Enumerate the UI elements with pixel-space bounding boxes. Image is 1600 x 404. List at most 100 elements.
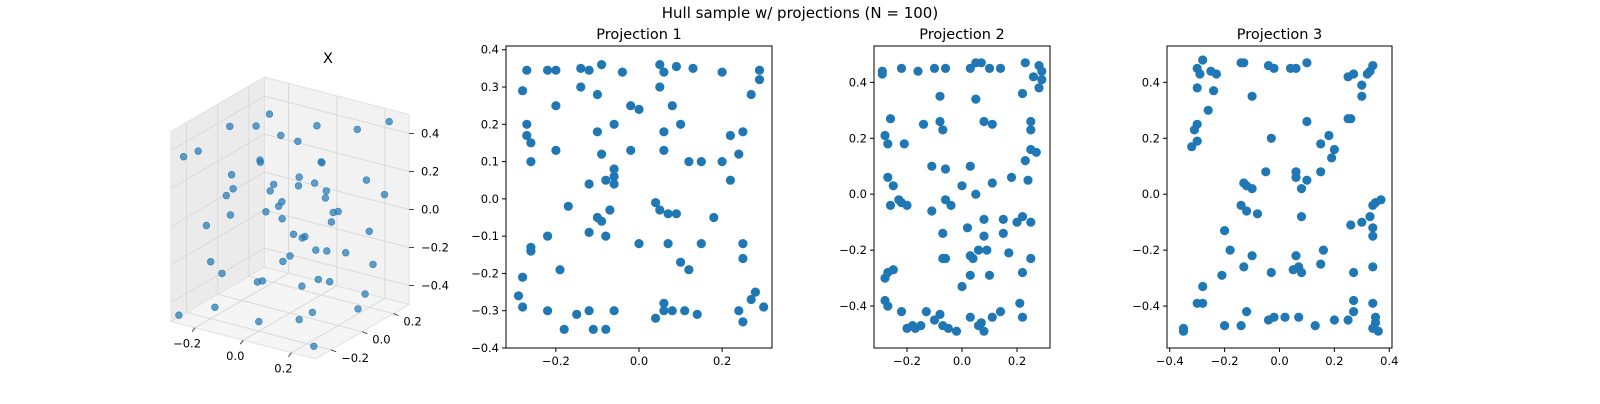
data-point <box>262 208 270 216</box>
data-point <box>526 242 536 252</box>
data-point <box>935 91 945 101</box>
data-point <box>671 209 682 219</box>
data-point <box>1376 195 1386 205</box>
x-tick-mark <box>288 352 292 357</box>
data-point <box>877 69 887 79</box>
data-point <box>1198 298 1208 308</box>
panel-title: X <box>323 51 333 67</box>
data-point <box>971 189 981 199</box>
data-point <box>929 63 940 73</box>
data-point <box>1349 267 1359 278</box>
data-point <box>883 301 893 311</box>
data-point <box>543 306 553 316</box>
data-point <box>896 63 907 73</box>
data-point <box>518 86 528 96</box>
data-point <box>543 65 553 75</box>
data-point <box>651 198 661 208</box>
data-point <box>1365 212 1375 222</box>
data-point <box>559 324 569 334</box>
axes-frame <box>505 45 773 349</box>
data-point <box>676 119 686 129</box>
data-point <box>709 212 719 223</box>
data-point <box>1031 147 1041 157</box>
data-point <box>957 181 967 191</box>
data-point <box>1236 321 1246 331</box>
data-point <box>1026 217 1036 227</box>
x-tick-label: 0.2 <box>274 362 292 376</box>
data-point <box>526 157 536 167</box>
data-point <box>298 282 306 290</box>
data-point <box>298 234 306 242</box>
data-point <box>1329 144 1339 155</box>
data-point <box>353 125 361 134</box>
data-point <box>1203 105 1213 115</box>
data-point <box>973 245 984 255</box>
data-point <box>1189 125 1199 135</box>
data-point <box>888 181 898 191</box>
data-point <box>957 281 967 292</box>
data-point <box>1209 86 1219 96</box>
data-point <box>609 164 619 174</box>
data-point <box>734 149 744 159</box>
data-point <box>688 63 698 73</box>
data-point <box>659 127 669 137</box>
data-point <box>592 89 603 100</box>
data-point <box>605 205 615 215</box>
data-point <box>522 119 532 129</box>
data-point <box>354 305 362 313</box>
data-point <box>1187 142 1197 152</box>
data-point <box>1225 245 1235 255</box>
data-point <box>1296 212 1307 222</box>
z-tick-label: −0.4 <box>421 279 449 293</box>
y-tick-label: −0.4 <box>471 341 499 355</box>
data-point <box>1349 69 1359 79</box>
y-tick-mark <box>362 331 368 335</box>
data-point <box>680 306 690 316</box>
y-tick-label: 0.2 <box>403 315 421 329</box>
y-tick-label: 0.0 <box>1142 187 1160 201</box>
data-point <box>1291 251 1301 261</box>
grid-line <box>217 293 363 333</box>
data-point <box>312 246 320 254</box>
data-point <box>597 60 607 70</box>
data-point <box>725 130 736 141</box>
data-point <box>918 119 929 129</box>
data-point <box>1316 167 1326 177</box>
data-point <box>738 317 748 327</box>
data-point <box>202 221 211 230</box>
data-point <box>1368 200 1378 210</box>
y-tick-label: 0.0 <box>372 333 390 347</box>
data-point <box>746 294 756 305</box>
data-point <box>1028 72 1039 82</box>
data-point <box>551 101 561 111</box>
data-point <box>987 178 997 188</box>
y-tick-label: 0.2 <box>849 131 867 145</box>
data-point <box>255 317 263 326</box>
data-point <box>1327 153 1337 163</box>
data-point <box>369 260 377 269</box>
x-tick-label: 0.2 <box>713 354 731 368</box>
data-point <box>1291 172 1301 182</box>
data-point <box>572 309 582 319</box>
data-point <box>940 253 951 264</box>
data-point <box>684 157 694 167</box>
data-point <box>754 75 765 85</box>
data-point <box>1269 312 1279 322</box>
data-point <box>902 200 912 210</box>
data-point <box>313 121 321 130</box>
data-point <box>207 258 215 266</box>
data-point <box>738 127 748 137</box>
data-point <box>1217 270 1227 280</box>
data-point <box>314 275 322 284</box>
data-point <box>543 231 553 241</box>
data-point <box>597 149 607 159</box>
scatter-panel-2: −0.2 0.0 0.2 −0.4 −0.2 0.0 0.2 0.4 Projection 2 <box>839 27 1051 368</box>
data-point <box>609 119 619 129</box>
data-point <box>663 239 673 249</box>
data-point <box>979 231 989 241</box>
data-point <box>522 130 532 141</box>
data-point <box>663 209 673 219</box>
data-point <box>218 269 226 278</box>
data-point <box>362 176 371 184</box>
data-point <box>179 153 188 161</box>
